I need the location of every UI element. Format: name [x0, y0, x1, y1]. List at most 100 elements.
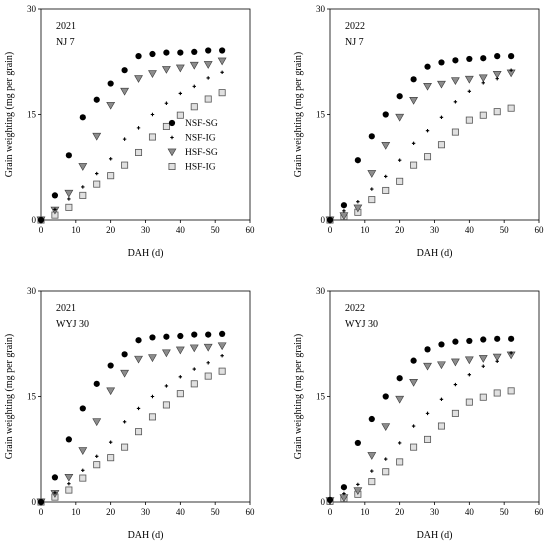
data-point-nsf-ig	[425, 411, 430, 416]
data-point-hsf-sg	[395, 395, 405, 404]
data-point-hsf-ig	[368, 478, 376, 486]
chart-panel-3: 0 10 20 30 40 50 60 0 15 30 DAH (d) Grain weighting…	[4, 286, 255, 541]
data-point-hsf-ig	[465, 398, 473, 406]
data-point-hsf-sg	[464, 75, 474, 84]
data-point-nsf-ig	[370, 187, 374, 191]
data-point-hsf-sg	[395, 113, 405, 122]
data-point-nsf-ig	[67, 482, 71, 486]
legend-label: NSF-IG	[185, 134, 216, 144]
x-tick-label: 60	[535, 225, 545, 235]
data-point-hsf-ig	[65, 486, 73, 494]
data-point-hsf-ig	[507, 387, 515, 395]
data-point-hsf-sg	[106, 101, 116, 110]
data-point-hsf-sg	[217, 342, 227, 351]
data-point-hsf-sg	[175, 64, 185, 73]
data-point-nsf-ig	[178, 375, 183, 379]
series-nsf-ig	[39, 354, 224, 504]
x-tick-label: 40	[176, 507, 186, 517]
data-point-hsf-sg	[175, 346, 185, 355]
data-point-nsf-sg	[121, 351, 128, 358]
data-point-nsf-sg	[177, 332, 184, 340]
x-tick-label: 20	[395, 507, 405, 517]
data-point-hsf-ig	[382, 468, 390, 476]
data-point-nsf-ig	[136, 406, 141, 411]
data-point-nsf-ig	[384, 457, 388, 461]
x-tick-label: 20	[395, 225, 405, 235]
data-point-hsf-sg	[423, 362, 432, 371]
x-axis-label: DAH (d)	[417, 248, 453, 259]
data-point-hsf-ig	[507, 104, 515, 112]
data-point-nsf-ig	[53, 491, 57, 495]
x-tick-label: 10	[360, 507, 370, 517]
panel-cultivar: WYJ 30	[56, 319, 89, 330]
data-point-hsf-ig	[148, 413, 156, 421]
data-point-hsf-ig	[121, 161, 129, 169]
data-point-hsf-ig	[437, 141, 445, 149]
data-point-hsf-ig	[135, 148, 143, 156]
series-hsf-ig	[326, 387, 515, 505]
legend-label: HSF-IG	[185, 163, 216, 173]
data-point-nsf-sg	[93, 380, 100, 387]
data-point-nsf-sg	[396, 93, 403, 100]
legend-label: NSF-SG	[185, 119, 218, 129]
legend-item: NSF-IG	[170, 134, 216, 144]
data-point-hsf-ig	[218, 89, 226, 97]
legend-marker-nsf-sg	[168, 119, 176, 127]
x-tick-label: 0	[39, 225, 44, 235]
data-point-nsf-sg	[340, 202, 348, 209]
data-point-hsf-sg	[189, 61, 199, 70]
legend-item: NSF-SG	[168, 119, 218, 129]
legend: NSF-SG NSF-IG HSF-SG HSF-IG	[167, 119, 218, 173]
y-axis-label: Grain weighting (mg per grain)	[293, 52, 304, 178]
data-point-nsf-ig	[467, 372, 472, 377]
data-point-hsf-ig	[190, 380, 198, 388]
x-tick-label: 30	[430, 225, 440, 235]
data-point-nsf-sg	[326, 496, 334, 503]
panel-cultivar: WYJ 30	[345, 319, 378, 330]
data-point-nsf-sg	[368, 415, 375, 423]
data-point-nsf-sg	[51, 192, 59, 199]
data-point-hsf-sg	[339, 212, 349, 221]
legend-item: HSF-SG	[167, 148, 218, 158]
data-point-hsf-sg	[492, 71, 502, 79]
data-point-nsf-ig	[509, 351, 513, 355]
data-point-nsf-sg	[191, 48, 198, 56]
data-point-hsf-ig	[396, 458, 404, 466]
data-point-nsf-sg	[135, 337, 142, 344]
y-tick-label: 0	[321, 497, 326, 507]
panel-year: 2021	[56, 303, 76, 314]
data-point-hsf-sg	[134, 355, 143, 364]
x-tick-label: 10	[71, 507, 81, 517]
data-point-nsf-sg	[466, 337, 473, 345]
data-point-hsf-ig	[451, 409, 459, 417]
data-point-hsf-ig	[479, 393, 487, 401]
data-point-hsf-sg	[367, 452, 377, 460]
x-tick-label: 20	[106, 225, 116, 235]
legend-label: HSF-SG	[185, 148, 218, 158]
x-axis-label: DAH (d)	[128, 530, 164, 541]
data-point-nsf-ig	[81, 468, 85, 473]
data-point-hsf-ig	[382, 186, 390, 194]
data-point-hsf-sg	[106, 387, 116, 396]
data-point-nsf-sg	[340, 484, 348, 491]
data-point-hsf-sg	[367, 170, 377, 178]
data-point-hsf-sg	[381, 423, 391, 432]
data-point-hsf-ig	[93, 461, 101, 469]
data-point-nsf-sg	[107, 362, 114, 369]
data-point-hsf-sg	[189, 344, 199, 353]
data-point-hsf-ig	[176, 111, 184, 119]
data-point-nsf-sg	[396, 375, 403, 382]
x-axis-label: DAH (d)	[128, 248, 164, 259]
series-hsf-sg	[325, 351, 516, 505]
data-point-nsf-sg	[494, 53, 501, 60]
data-point-hsf-sg	[120, 369, 130, 378]
legend-marker-hsf-ig	[168, 162, 176, 170]
data-point-hsf-ig	[162, 122, 170, 130]
data-point-nsf-sg	[135, 53, 142, 60]
panel-year: 2022	[345, 303, 365, 314]
series-nsf-ig	[328, 68, 513, 222]
data-point-hsf-sg	[64, 189, 74, 198]
x-tick-label: 0	[328, 225, 333, 235]
data-point-hsf-ig	[204, 372, 212, 380]
data-point-nsf-ig	[122, 420, 127, 424]
